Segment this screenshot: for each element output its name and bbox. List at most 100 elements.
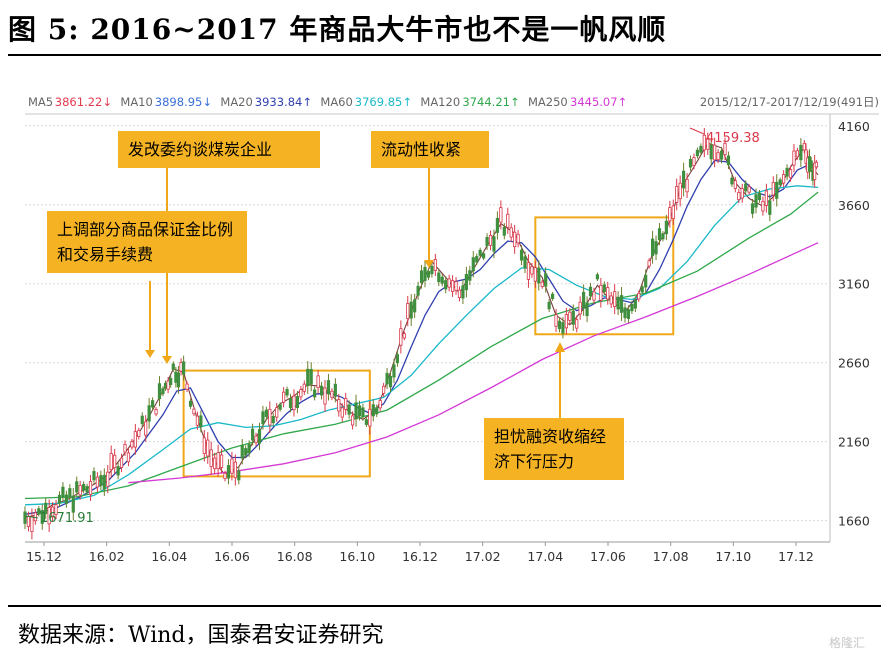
candle-body (364, 419, 368, 425)
candle-body (192, 408, 196, 415)
candle-body (37, 508, 41, 515)
bottom-rule (8, 605, 881, 607)
candle-body (530, 266, 534, 275)
max-label: 4159.38 (706, 131, 760, 146)
candle-body (702, 134, 706, 151)
candle-body (661, 233, 665, 240)
candle-body (75, 481, 79, 493)
candle-body (206, 439, 210, 457)
candle-body (399, 328, 403, 346)
candle-body (726, 155, 731, 166)
candle-body (788, 169, 793, 179)
candle-body (137, 430, 141, 437)
candle-body (78, 485, 82, 496)
annotation-financing: 担忧融资收缩经济下行压力 (484, 418, 624, 480)
series-line (128, 242, 819, 484)
legend-name: MA60 (320, 95, 352, 109)
series-line (24, 185, 819, 506)
candle-body (261, 411, 265, 425)
x-tick-label: 15.12 (26, 549, 62, 564)
candle-body (33, 512, 37, 522)
candle-body (340, 407, 344, 418)
candle-body (754, 194, 758, 208)
candle-body (195, 415, 200, 426)
candle-body (95, 476, 100, 488)
candle-body (306, 368, 310, 387)
candle-body (578, 301, 582, 315)
y-tick-label: 3660 (838, 198, 870, 213)
candle-body (199, 415, 203, 428)
candle-body (802, 142, 806, 151)
x-tick-label: 16.10 (339, 549, 375, 564)
candle-body (209, 449, 213, 467)
candle-body (692, 157, 696, 166)
candle-body (237, 470, 241, 481)
candle-body (406, 303, 410, 320)
candle-body (226, 465, 231, 479)
candle-body (623, 307, 627, 319)
candle-body (814, 161, 818, 168)
legend-name: MA20 (220, 95, 252, 109)
candle-body (50, 506, 55, 518)
candle-body (26, 516, 31, 527)
candle-body (368, 408, 372, 427)
candle-body (644, 274, 648, 288)
series (23, 127, 819, 540)
candle-body (140, 415, 144, 425)
candle-body (288, 398, 293, 409)
candle-body (457, 289, 462, 299)
candle-body (64, 494, 68, 504)
y-tick-label: 3160 (838, 277, 870, 292)
candle-body (716, 152, 720, 160)
candle-body (30, 515, 34, 533)
candle-body (792, 150, 796, 166)
arrow-margin-head (145, 350, 155, 358)
candle-body (409, 301, 413, 319)
candle-body (682, 170, 686, 189)
candle-body (813, 162, 817, 180)
x-tick-label: 17.12 (778, 549, 814, 564)
legend-name: MA120 (420, 95, 460, 109)
candle-body (326, 380, 331, 395)
candle-body (599, 284, 603, 301)
candle-body (523, 256, 527, 269)
candle-body (650, 238, 655, 256)
candle-body (71, 495, 75, 513)
arrow-financing-head (555, 342, 565, 352)
candle-body (554, 314, 558, 327)
candle-body (337, 399, 341, 412)
candle-body (475, 256, 479, 263)
figure-title: 图 5: 2016~2017 年商品大牛市也不是一帆风顺 (8, 13, 667, 46)
candle-body (478, 249, 482, 256)
candle-body (588, 286, 593, 297)
x-tick-label: 17.10 (715, 549, 751, 564)
candle-body (250, 428, 255, 441)
candle-body (709, 144, 713, 160)
candle-body (185, 383, 189, 390)
candle-body (223, 472, 227, 479)
legend-value: 3744.21↑ (462, 95, 519, 109)
x-tick-label: 17.08 (653, 549, 689, 564)
candle-body (392, 364, 396, 378)
candle-body (382, 385, 386, 394)
candle-body (744, 183, 748, 192)
candle-body (419, 270, 424, 284)
candle-body (202, 437, 206, 454)
candle-body (688, 158, 693, 168)
grid (25, 113, 879, 543)
candle-body (92, 471, 96, 481)
candle-body (319, 385, 324, 396)
candle-body (126, 452, 131, 463)
candle-body (123, 443, 127, 453)
candle-body (695, 149, 700, 157)
candle-body (375, 407, 379, 415)
min-label: 1671.91 (40, 511, 94, 526)
candle-body (82, 483, 86, 491)
candle-body (699, 145, 703, 153)
legend-value: 3769.85↑ (355, 95, 412, 109)
candle-body (240, 444, 244, 459)
candle-body (271, 415, 275, 424)
candle-body (747, 186, 751, 193)
candle-body (730, 177, 734, 185)
candle-body (357, 405, 362, 417)
